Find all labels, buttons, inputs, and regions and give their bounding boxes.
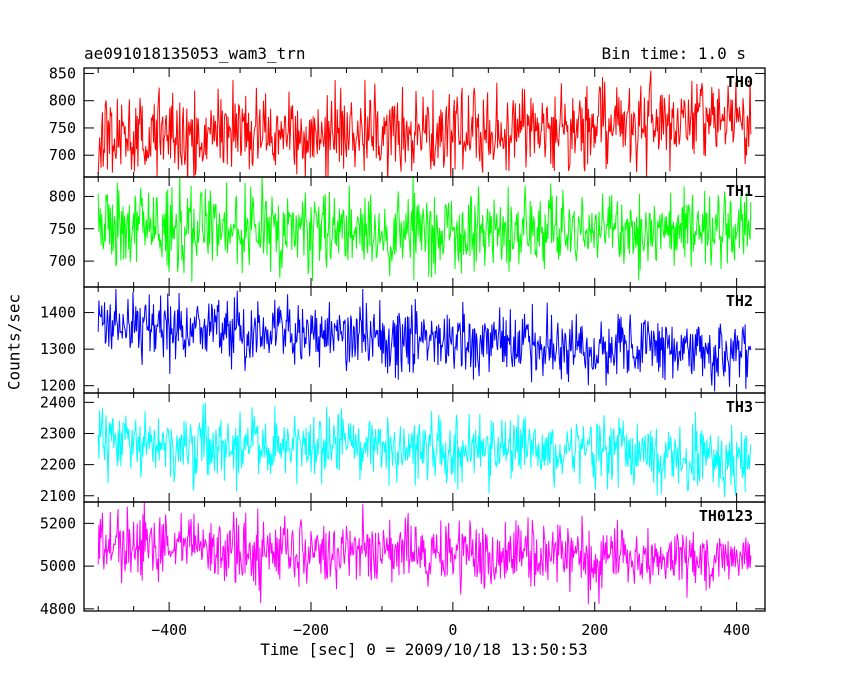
series-line-th3 xyxy=(97,402,752,498)
y-tick-label: 2200 xyxy=(40,456,76,474)
y-tick-label: 1200 xyxy=(40,377,76,395)
series-line-th0123 xyxy=(97,502,752,605)
x-tick-label: −400 xyxy=(151,621,187,639)
y-tick-label: 750 xyxy=(49,119,76,137)
y-tick-label: 800 xyxy=(49,187,76,205)
y-tick-label: 4800 xyxy=(40,600,76,618)
panel-label-th0: TH0 xyxy=(726,73,753,91)
y-axis-label: Counts/sec xyxy=(4,293,24,391)
y-tick-label: 750 xyxy=(49,220,76,238)
y-tick-label: 800 xyxy=(49,92,76,110)
y-tick-label: 1400 xyxy=(40,304,76,322)
x-axis-label: Time [sec] 0 = 2009/10/18 13:50:53 xyxy=(260,640,588,659)
y-tick-label: 700 xyxy=(49,252,76,270)
bin-time-label: Bin time: 1.0 s xyxy=(601,44,747,63)
x-tick-label: 200 xyxy=(581,621,608,639)
y-tick-label: 1300 xyxy=(40,340,76,358)
y-tick-label: 2300 xyxy=(40,424,76,442)
panel-label-th0123: TH0123 xyxy=(699,507,753,525)
y-tick-label: 5200 xyxy=(40,514,76,532)
chart-title: ae091018135053_wam3_trn xyxy=(84,44,306,63)
y-tick-label: 2400 xyxy=(40,393,76,411)
x-tick-label: −200 xyxy=(293,621,329,639)
panel-frame-th0123 xyxy=(83,501,766,612)
x-tick-label: 400 xyxy=(723,621,750,639)
panel-label-th3: TH3 xyxy=(726,398,753,416)
x-tick-label: 0 xyxy=(448,621,457,639)
panel-label-th2: TH2 xyxy=(726,292,753,310)
y-tick-label: 2100 xyxy=(40,487,76,505)
series-line-th2 xyxy=(97,289,752,392)
y-tick-label: 700 xyxy=(49,146,76,164)
y-tick-label: 5000 xyxy=(40,557,76,575)
series-line-th1 xyxy=(97,177,752,282)
y-tick-label: 850 xyxy=(49,64,76,82)
series-line-th0 xyxy=(97,70,752,177)
panel-label-th1: TH1 xyxy=(726,182,753,200)
